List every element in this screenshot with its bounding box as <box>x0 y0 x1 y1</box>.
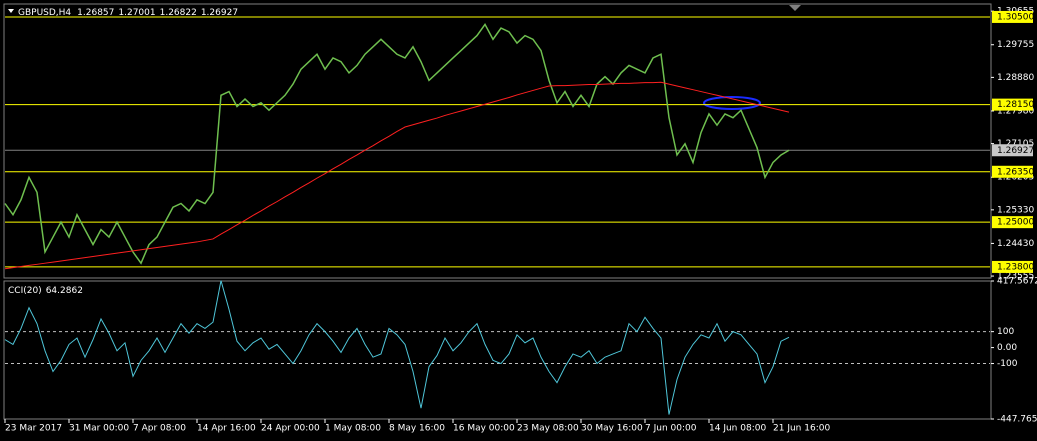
y-tick-label: 0.00 <box>997 343 1017 353</box>
y-tick-label: 1.23555 <box>997 272 1034 282</box>
level-label-bg <box>992 165 1033 178</box>
level-label: 1.23800 <box>997 262 1034 272</box>
x-tick-label: 7 Jun 00:00 <box>645 424 697 434</box>
x-tick-label: 7 Apr 08:00 <box>133 424 186 434</box>
level-label: 1.25000 <box>997 218 1034 228</box>
series-line <box>4 22 790 265</box>
series-line <box>4 280 790 415</box>
x-tick-label: 30 May 16:00 <box>581 424 643 434</box>
price-label: 1.26927 <box>997 146 1034 156</box>
y-tick-label: 1.27105 <box>997 139 1034 149</box>
x-tick-label: 8 May 16:00 <box>389 424 445 434</box>
ohlc-value: 1.27001 <box>118 8 155 18</box>
ohlc-value: 1.26857 <box>77 8 114 18</box>
indicator-name: CCI(20) <box>8 286 42 296</box>
y-tick-label: 1.24430 <box>997 239 1034 249</box>
x-tick-label: 24 Apr 00:00 <box>261 424 320 434</box>
y-tick-label: 417.5672 <box>997 277 1037 287</box>
y-tick-label: 100 <box>997 327 1014 337</box>
level-label-bg <box>992 98 1033 111</box>
x-tick-label: 16 May 00:00 <box>453 424 515 434</box>
chart-title: GBPUSD,H4 1.26857 1.27001 1.26822 1.26927 <box>18 8 238 18</box>
x-tick-label: 14 Jun 08:00 <box>709 424 766 434</box>
level-label: 1.30500 <box>997 12 1034 22</box>
cci-panel <box>3 280 992 420</box>
price-panel <box>3 3 992 279</box>
indicator-title: CCI(20) 64.2862 <box>8 286 83 296</box>
y-tick-label: 1.28880 <box>997 73 1034 83</box>
menu-arrow[interactable] <box>8 9 14 13</box>
x-tick-label: 1 May 08:00 <box>325 424 381 434</box>
level-label-bg <box>992 216 1033 229</box>
level-label: 1.26350 <box>997 167 1034 177</box>
ohlc-value: 1.26822 <box>160 8 197 18</box>
y-tick-label: 1.27980 <box>997 106 1034 116</box>
highlight-ellipse <box>703 96 761 110</box>
symbol: GBPUSD,H4 <box>18 8 71 18</box>
level-label-bg <box>992 260 1033 273</box>
indicator-value: 64.2862 <box>46 286 83 296</box>
price-label-bg <box>992 144 1033 157</box>
series-line <box>4 81 790 270</box>
level-label-bg <box>992 10 1033 23</box>
y-tick-label: -100 <box>997 359 1018 369</box>
y-tick-label: 1.29755 <box>997 40 1034 50</box>
shift-marker <box>789 5 801 11</box>
y-tick-label: -447.7658 <box>997 415 1037 425</box>
level-label: 1.28150 <box>997 100 1034 110</box>
x-tick-label: 14 Apr 16:00 <box>197 424 256 434</box>
ohlc-value: 1.26927 <box>201 8 238 18</box>
x-tick-label: 21 Jun 16:00 <box>773 424 830 434</box>
y-tick-label: 1.25330 <box>997 205 1034 215</box>
x-tick-label: 23 May 08:00 <box>517 424 579 434</box>
x-tick-label: 23 Mar 2017 <box>5 424 62 434</box>
x-tick-label: 31 Mar 00:00 <box>69 424 129 434</box>
